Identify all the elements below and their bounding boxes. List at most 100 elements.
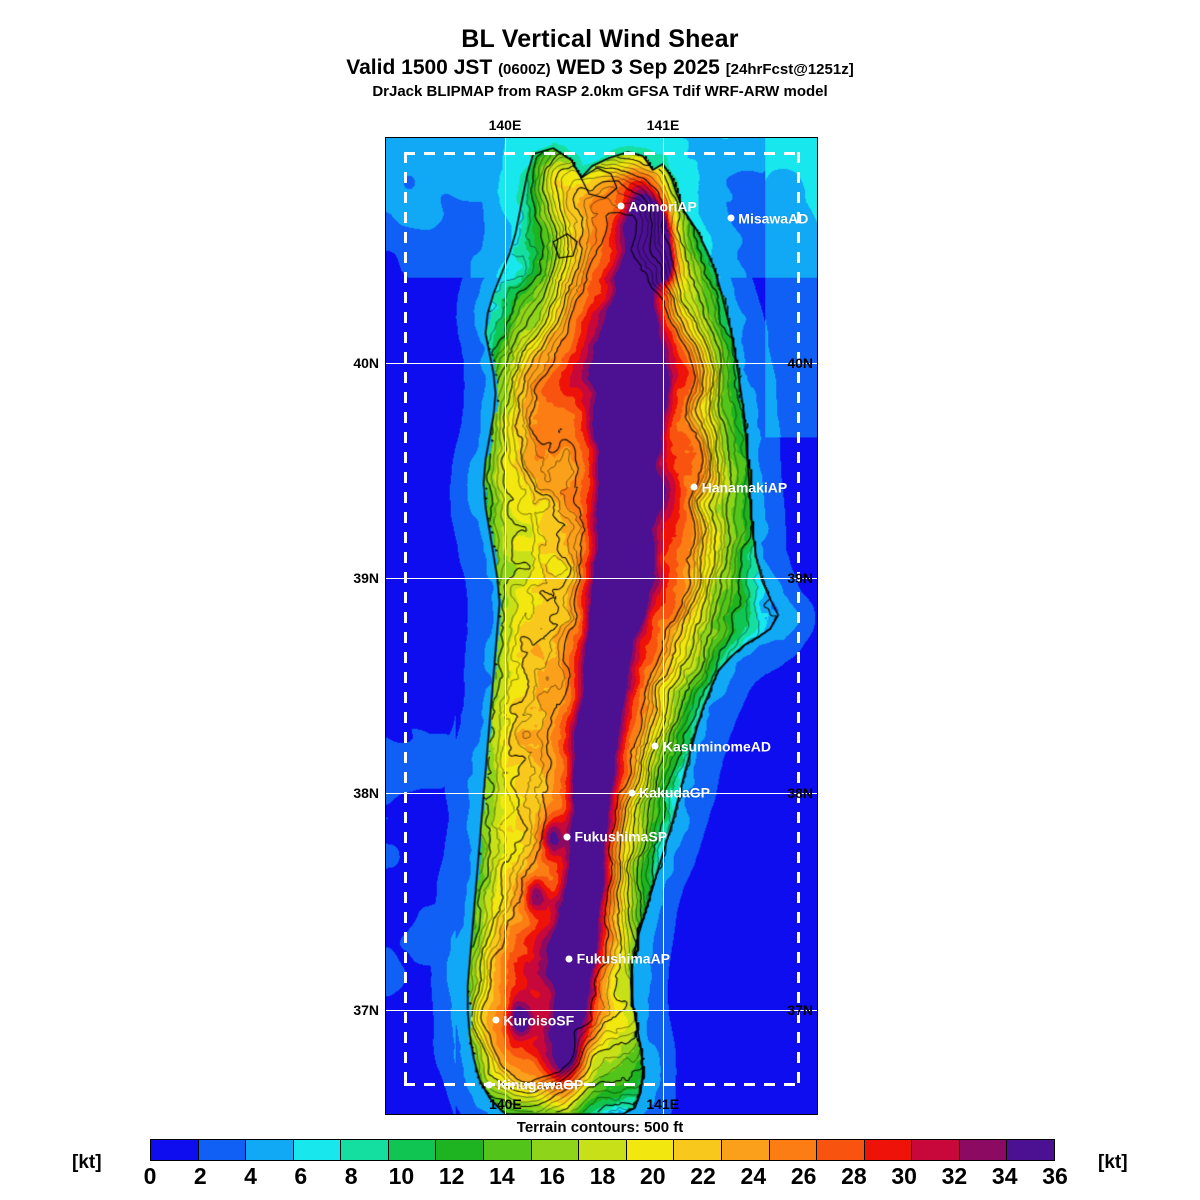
domain-edge <box>404 151 798 155</box>
colorbar-tick: 12 <box>438 1163 465 1189</box>
colorbar-tick: 24 <box>740 1163 767 1189</box>
lon-tick-label-top: 140E <box>488 117 522 133</box>
lon-tick-label-bottom: 141E <box>646 1096 680 1112</box>
station-marker[interactable]: KakudaGP <box>628 785 710 801</box>
graticule-parallel <box>386 578 817 580</box>
station-marker[interactable]: MisawaAD <box>727 210 808 226</box>
colorbar-tick: 16 <box>539 1163 566 1189</box>
valid-prefix: Valid 1500 JST <box>346 56 493 80</box>
colorbar-swatch <box>721 1140 770 1160</box>
colorbar-swatch <box>388 1140 437 1160</box>
station-label: FukushimaAP <box>576 950 671 967</box>
domain-edge <box>404 151 408 1083</box>
colorbar-tick: 32 <box>941 1163 968 1189</box>
valid-time-line: Valid 1500 JST (0600Z) WED 3 Sep 2025 [2… <box>0 57 1200 79</box>
colorbar-tick: 20 <box>639 1163 666 1189</box>
station-label: KinugawaGP <box>496 1076 584 1093</box>
station-label: KuroisoSF <box>503 1012 575 1029</box>
station-dot-icon <box>492 1016 500 1024</box>
colorbar-tick: 2 <box>193 1163 207 1189</box>
graticule-parallel <box>386 792 817 794</box>
station-label: AomoriAP <box>628 198 697 215</box>
station-dot-icon <box>563 833 571 841</box>
colorbar-tick: 26 <box>790 1163 817 1189</box>
page-title: BL Vertical Wind Shear <box>461 25 739 53</box>
lon-tick-label-bottom: 140E <box>489 1096 522 1112</box>
station-dot-icon <box>690 483 698 491</box>
colorbar-swatch <box>912 1140 960 1160</box>
colorbar-tick: 18 <box>589 1163 616 1189</box>
colorbar-swatch <box>341 1140 389 1160</box>
station-marker[interactable]: FukushimaAP <box>565 951 670 967</box>
valid-date: WED 3 Sep 2025 <box>556 56 720 80</box>
station-dot-icon <box>485 1081 493 1089</box>
station-label: FukushimaSP <box>574 828 668 845</box>
lat-tick-label-right: 40N <box>787 355 813 372</box>
unit-label-left: [kt] <box>72 1152 102 1173</box>
colorbar-tick: 10 <box>388 1163 415 1189</box>
colorbar-tick: 6 <box>294 1163 308 1189</box>
forecast-map[interactable]: AomoriAP MisawaAD HanamakiAP KasuminomeAD Ka… <box>385 137 818 1115</box>
domain-edge <box>797 151 801 1083</box>
colorbar-tick: 14 <box>489 1163 515 1189</box>
title-block: BL Vertical Wind Shear Valid 1500 JST (0… <box>0 26 1200 100</box>
station-dot-icon <box>651 742 659 750</box>
colorbar-tick: 30 <box>891 1163 917 1189</box>
station-dot-icon <box>617 202 625 210</box>
colorbar-tick: 34 <box>991 1163 1018 1189</box>
colorbar-swatch <box>151 1140 199 1160</box>
station-marker[interactable]: FukushimaSP <box>563 829 667 845</box>
colorbar-swatch <box>484 1140 532 1160</box>
colorbar-swatch <box>1007 1140 1054 1160</box>
lon-tick-label-top: 141E <box>646 117 680 133</box>
forecast-tag: [24hrFcst@1251z] <box>725 61 854 79</box>
colorbar-swatch <box>817 1140 865 1160</box>
station-label: KakudaGP <box>639 784 710 801</box>
lat-tick-label-left: 39N <box>353 570 379 587</box>
graticule-parallel <box>386 363 817 365</box>
station-label: KasuminomeAD <box>662 738 772 755</box>
colorbar-tick: 28 <box>841 1163 867 1189</box>
colorbar-swatch <box>626 1140 675 1160</box>
graticule-meridian <box>662 138 664 1114</box>
station-dot-icon <box>565 955 573 963</box>
colorbar-swatch <box>246 1140 294 1160</box>
terrain-contour-note: Terrain contours: 500 ft <box>516 1119 684 1136</box>
colorbar-tick: 4 <box>244 1163 257 1189</box>
shear-field-canvas <box>386 138 817 1114</box>
station-marker[interactable]: KasuminomeAD <box>651 738 771 754</box>
lat-tick-label-right: 37N <box>787 1001 813 1018</box>
lat-tick-label-right: 38N <box>787 784 813 801</box>
colorbar-tick: 36 <box>1042 1163 1068 1189</box>
colorbar-tick: 8 <box>344 1163 358 1189</box>
colorbar-tick: 22 <box>690 1163 716 1189</box>
station-dot-icon <box>727 214 735 222</box>
model-source-line: DrJack BLIPMAP from RASP 2.0km GFSA Tdif… <box>372 83 828 101</box>
colorbar[interactable] <box>150 1139 1055 1161</box>
lat-tick-label-left: 38N <box>353 785 379 802</box>
colorbar-swatch <box>293 1140 342 1160</box>
colorbar-swatch <box>674 1140 722 1160</box>
station-marker[interactable]: HanamakiAP <box>690 479 787 495</box>
station-marker[interactable]: KuroisoSF <box>492 1012 574 1028</box>
lat-tick-label-left: 40N <box>353 354 379 371</box>
lat-tick-label-left: 37N <box>353 1002 379 1019</box>
colorbar-tick-labels: 0 2 4 6 8 10 12 14 16 18 20 22 24 26 28 30 32 34 36 <box>144 1163 1068 1193</box>
station-dot-icon <box>628 789 636 797</box>
lat-tick-label-right: 39N <box>787 570 813 587</box>
colorbar-swatch <box>579 1140 627 1160</box>
colorbar-swatch <box>864 1140 913 1160</box>
colorbar-swatch <box>436 1140 485 1160</box>
station-marker[interactable]: AomoriAP <box>617 198 697 214</box>
domain-edge <box>404 1082 798 1086</box>
station-label: MisawaAD <box>738 210 809 227</box>
colorbar-swatch <box>959 1140 1008 1160</box>
colorbar-swatch <box>769 1140 818 1160</box>
station-label: HanamakiAP <box>701 479 788 496</box>
colorbar-swatch <box>531 1140 580 1160</box>
station-marker[interactable]: KinugawaGP <box>485 1077 583 1093</box>
colorbar-swatch <box>198 1140 247 1160</box>
graticule-meridian <box>505 138 507 1114</box>
colorbar-tick: 0 <box>143 1163 157 1189</box>
graticule-parallel <box>386 1009 817 1011</box>
